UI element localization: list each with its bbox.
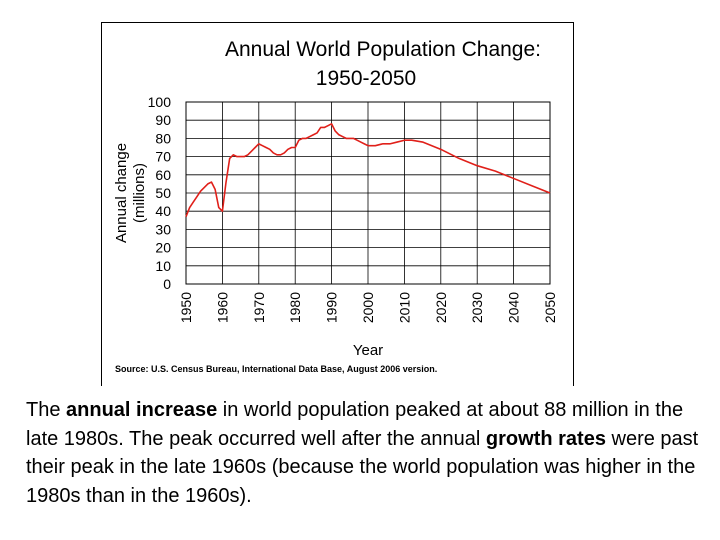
y-tick-label: 50 — [155, 185, 171, 201]
x-tick-label: 1980 — [287, 292, 303, 323]
x-tick-label: 1990 — [324, 292, 340, 323]
y-axis-label-line2: (millions) — [131, 163, 148, 223]
y-axis-label: Annual change (millions) — [113, 143, 148, 243]
y-tick-label: 70 — [155, 149, 171, 165]
y-tick-label: 20 — [155, 240, 171, 256]
figure-frame — [101, 22, 574, 386]
chart-title-line2: 1950-2050 — [316, 67, 416, 90]
caption-part-1: The — [26, 399, 67, 421]
caption-text: The annual increase in world population … — [26, 396, 706, 510]
x-tick-label: 1950 — [178, 292, 194, 323]
caption-bold-growth-rates: growth rates — [485, 427, 606, 450]
chart-title-line1: Annual World Population Change: — [225, 38, 541, 61]
y-tick-label: 100 — [148, 94, 172, 110]
series-line-annual-change — [185, 123, 551, 217]
x-tick-label: 1970 — [251, 292, 267, 323]
y-tick-label: 90 — [155, 112, 171, 128]
y-tick-label: 30 — [155, 221, 171, 237]
y-tick-label: 40 — [155, 203, 171, 219]
y-tick-label: 60 — [155, 167, 171, 183]
x-tick-label: 2050 — [542, 292, 558, 323]
x-axis-label: Year — [353, 342, 383, 359]
x-tick-label: 1960 — [214, 292, 230, 323]
grid-lines — [185, 101, 551, 285]
x-tick-label: 2000 — [360, 292, 376, 323]
x-tick-labels: 1950 1960 1970 1980 1990 2000 2010 2020 2030 2040… — [178, 292, 558, 323]
x-tick-label: 2030 — [469, 292, 485, 323]
caption-part-3: were past their peak in the late 1960s (… — [26, 427, 699, 507]
caption-part-2: in world population peaked at about 88 m… — [26, 399, 684, 450]
y-tick-label: 10 — [155, 258, 171, 274]
y-tick-label: 80 — [155, 130, 171, 146]
y-tick-label: 0 — [163, 276, 171, 292]
caption-bold-annual-increase: annual increase — [66, 399, 218, 421]
source-note: Source: U.S. Census Bureau, Internationa… — [115, 364, 437, 374]
x-tick-label: 2010 — [396, 292, 412, 323]
x-tick-label: 2020 — [433, 292, 449, 323]
x-tick-label: 2040 — [506, 292, 522, 323]
population-change-chart: Annual World Population Change: 1950-205… — [113, 38, 558, 374]
y-axis-label-line1: Annual change — [113, 143, 130, 243]
